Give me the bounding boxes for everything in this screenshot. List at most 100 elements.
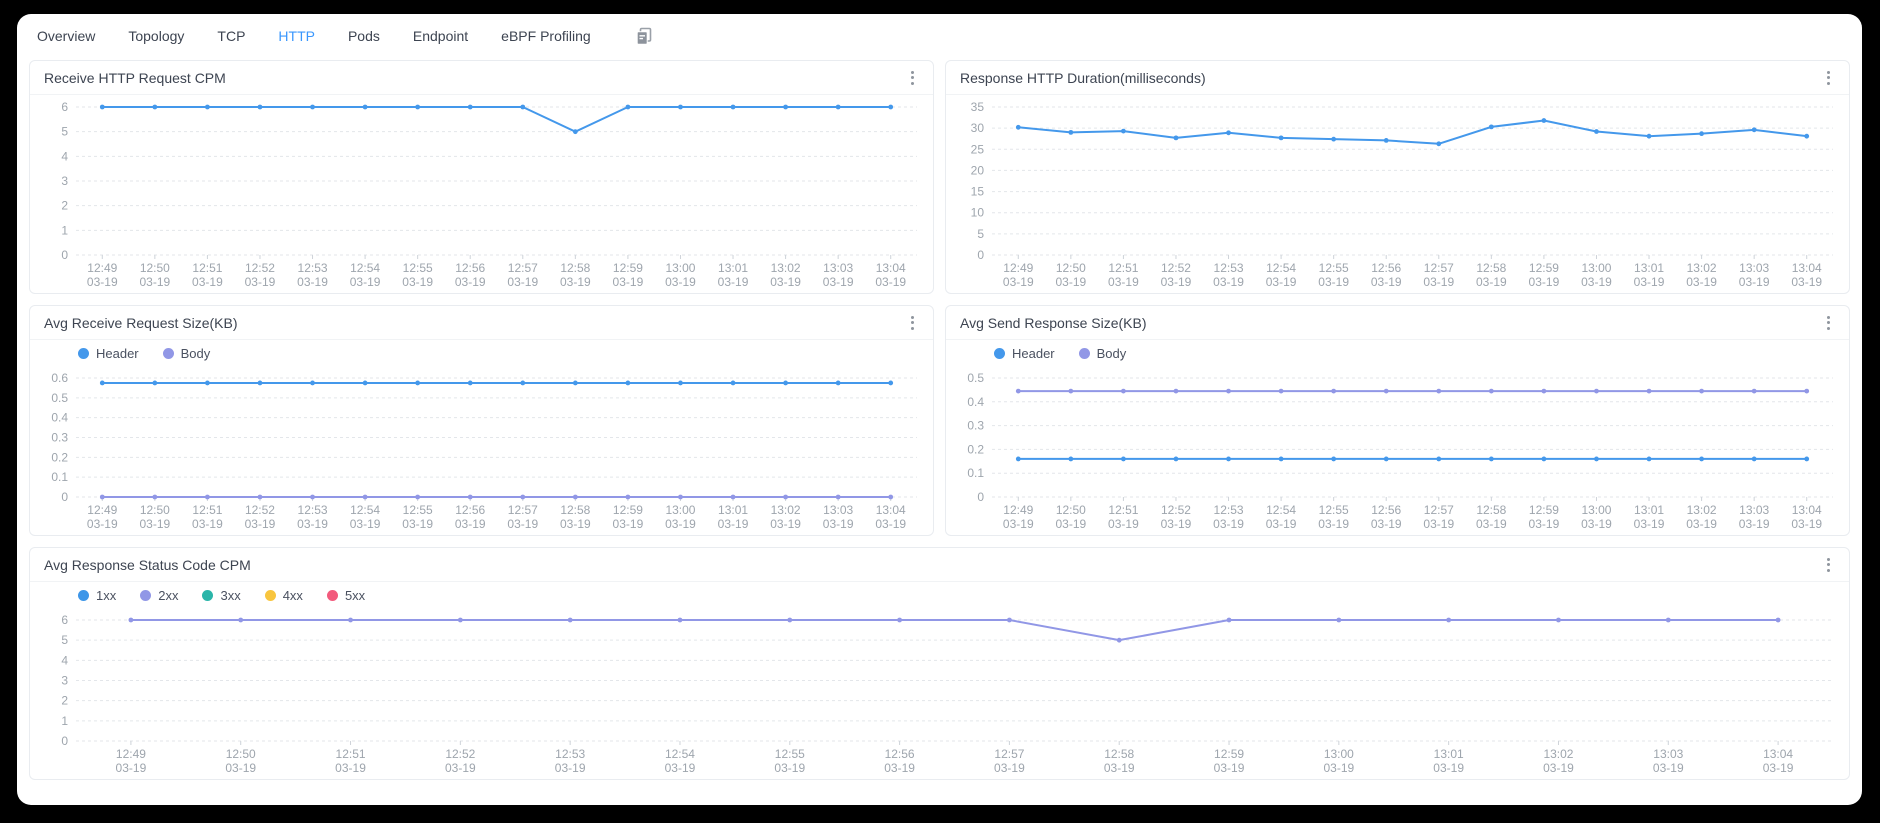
svg-text:12:54: 12:54 <box>665 747 695 761</box>
svg-text:12:51: 12:51 <box>1108 503 1138 517</box>
svg-text:03-19: 03-19 <box>192 517 223 531</box>
legend-item-body[interactable]: Body <box>1078 346 1126 361</box>
svg-text:2: 2 <box>61 694 68 708</box>
svg-text:03-19: 03-19 <box>555 761 586 775</box>
panel-title: Receive HTTP Request CPM <box>44 69 226 86</box>
svg-text:13:02: 13:02 <box>1687 261 1717 275</box>
panel-header: Avg Response Status Code CPM <box>30 548 1849 582</box>
svg-text:03-19: 03-19 <box>994 761 1025 775</box>
legend-item-4xx[interactable]: 4xx <box>264 588 303 603</box>
svg-text:03-19: 03-19 <box>1213 517 1244 531</box>
svg-text:13:00: 13:00 <box>1581 261 1611 275</box>
kebab-icon <box>911 315 914 319</box>
legend-item-header[interactable]: Header <box>78 346 139 361</box>
copy-icon-glyph <box>636 27 651 45</box>
svg-text:03-19: 03-19 <box>116 761 147 775</box>
legend-dot <box>78 347 89 359</box>
svg-text:03-19: 03-19 <box>1791 517 1822 531</box>
svg-text:13:03: 13:03 <box>1653 747 1683 761</box>
legend-item-2xx[interactable]: 2xx <box>140 588 178 603</box>
tab-tcp[interactable]: TCP <box>217 28 246 44</box>
panel-menu-button[interactable] <box>1822 554 1835 576</box>
svg-text:13:04: 13:04 <box>1763 747 1793 761</box>
svg-text:12:56: 12:56 <box>455 261 485 275</box>
svg-text:03-19: 03-19 <box>560 275 591 289</box>
svg-text:03-19: 03-19 <box>139 275 170 289</box>
svg-text:12:51: 12:51 <box>1108 261 1138 275</box>
svg-text:0: 0 <box>61 734 68 748</box>
svg-text:12:55: 12:55 <box>403 503 433 517</box>
svg-text:03-19: 03-19 <box>1581 275 1612 289</box>
tab-overview[interactable]: Overview <box>37 28 96 44</box>
tab-pods[interactable]: Pods <box>347 28 380 44</box>
svg-text:13:04: 13:04 <box>876 503 906 517</box>
svg-text:03-19: 03-19 <box>718 275 749 289</box>
svg-text:13:02: 13:02 <box>771 503 801 517</box>
panel-menu-button[interactable] <box>1822 67 1835 89</box>
chart-avg-send-response-size[interactable]: 00.10.20.30.40.512:4903-1912:5003-1912:5… <box>946 366 1849 535</box>
svg-text:13:02: 13:02 <box>771 261 801 275</box>
svg-text:03-19: 03-19 <box>613 275 644 289</box>
svg-text:03-19: 03-19 <box>402 275 433 289</box>
svg-text:0.6: 0.6 <box>51 371 68 385</box>
svg-text:0.2: 0.2 <box>967 442 984 456</box>
tab-topology[interactable]: Topology <box>128 28 185 44</box>
tab-endpoint[interactable]: Endpoint <box>412 28 469 44</box>
svg-text:03-19: 03-19 <box>507 517 538 531</box>
svg-text:35: 35 <box>971 100 985 114</box>
svg-text:03-19: 03-19 <box>1323 761 1354 775</box>
legend-item-1xx[interactable]: 1xx <box>78 588 116 603</box>
svg-text:12:58: 12:58 <box>1104 747 1134 761</box>
chart-avg-response-status-code-cpm[interactable]: 012345612:4903-1912:5003-1912:5103-1912:… <box>30 608 1849 779</box>
svg-text:13:04: 13:04 <box>1792 503 1822 517</box>
legend-item-body[interactable]: Body <box>162 346 210 361</box>
svg-text:03-19: 03-19 <box>770 517 801 531</box>
svg-text:0.4: 0.4 <box>51 411 68 425</box>
legend-item-5xx[interactable]: 5xx <box>326 588 365 603</box>
chart-legend: Header Body <box>30 340 933 366</box>
svg-text:03-19: 03-19 <box>1108 275 1139 289</box>
svg-text:12:49: 12:49 <box>1003 503 1033 517</box>
panel-avg-send-response-size: Avg Send Response Size(KB) Header Body 0 0… <box>945 305 1850 536</box>
svg-text:03-19: 03-19 <box>823 517 854 531</box>
svg-text:12:53: 12:53 <box>555 747 585 761</box>
svg-text:03-19: 03-19 <box>1108 517 1139 531</box>
panel-title: Avg Send Response Size(KB) <box>960 314 1147 331</box>
svg-text:03-19: 03-19 <box>1104 761 1135 775</box>
svg-text:03-19: 03-19 <box>87 517 118 531</box>
svg-text:03-19: 03-19 <box>1686 275 1717 289</box>
copy-icon[interactable] <box>632 24 656 48</box>
svg-text:12:53: 12:53 <box>1214 503 1244 517</box>
legend-dot <box>994 347 1005 359</box>
panel-title: Avg Response Status Code CPM <box>44 556 251 573</box>
panel-menu-button[interactable] <box>906 312 919 334</box>
svg-text:0.2: 0.2 <box>51 450 68 464</box>
legend-item-3xx[interactable]: 3xx <box>202 588 241 603</box>
tab-http[interactable]: HTTP <box>278 28 315 44</box>
svg-text:13:01: 13:01 <box>718 503 748 517</box>
svg-text:12:59: 12:59 <box>613 503 643 517</box>
panel-menu-button[interactable] <box>1822 312 1835 334</box>
legend-item-header[interactable]: Header <box>994 346 1055 361</box>
svg-text:12:54: 12:54 <box>1266 261 1296 275</box>
svg-text:13:00: 13:00 <box>665 261 695 275</box>
chart-response-http-duration[interactable]: 0510152025303512:4903-1912:5003-1912:510… <box>946 95 1849 293</box>
chart-receive-http-request-cpm[interactable]: 012345612:4903-1912:5003-1912:5103-1912:… <box>30 95 933 293</box>
panel-title: Avg Receive Request Size(KB) <box>44 314 238 331</box>
svg-text:03-19: 03-19 <box>1581 517 1612 531</box>
panel-avg-response-status-code-cpm: Avg Response Status Code CPM 1xx 2xx 3xx 4x… <box>29 547 1850 780</box>
svg-text:4: 4 <box>61 149 68 163</box>
tab-ebpf-profiling[interactable]: eBPF Profiling <box>501 28 591 44</box>
svg-text:12:56: 12:56 <box>1371 503 1401 517</box>
row-middle: Avg Receive Request Size(KB) Header Body … <box>29 305 1850 536</box>
svg-text:03-19: 03-19 <box>1739 517 1770 531</box>
svg-text:12:51: 12:51 <box>192 503 222 517</box>
panel-menu-button[interactable] <box>906 67 919 89</box>
legend-dot <box>1078 347 1090 359</box>
svg-text:03-19: 03-19 <box>823 275 854 289</box>
svg-text:0.1: 0.1 <box>51 470 68 484</box>
svg-text:2: 2 <box>61 199 68 213</box>
svg-text:03-19: 03-19 <box>350 517 381 531</box>
chart-avg-receive-request-size[interactable]: 00.10.20.30.40.50.612:4903-1912:5003-191… <box>30 366 933 535</box>
svg-text:12:52: 12:52 <box>1161 503 1191 517</box>
